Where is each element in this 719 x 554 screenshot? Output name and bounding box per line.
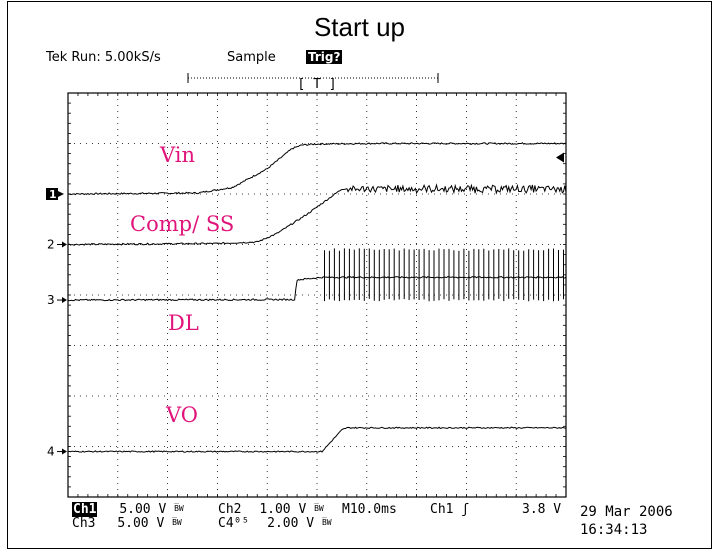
marker-1-arrow bbox=[58, 191, 64, 197]
marker-1-text: 1 bbox=[49, 188, 57, 201]
figure-frame bbox=[7, 1, 712, 549]
ch2-bw: B̅W bbox=[314, 504, 324, 513]
trace-2 bbox=[67, 183, 567, 246]
trigger-status: Trig? bbox=[306, 50, 343, 65]
readout-ch1: Ch1 5.00 V B̅W bbox=[72, 502, 184, 517]
chart-title: Start up bbox=[313, 12, 406, 42]
trace-4 bbox=[67, 426, 567, 453]
capture-date: 29 Mar 2006 bbox=[580, 504, 673, 520]
run-label: Run: 5.00kS/s bbox=[71, 50, 161, 65]
ch2-scale: 1.00 V bbox=[259, 502, 307, 517]
trigger-slope: ʃ bbox=[461, 502, 470, 517]
readout-trigger: Ch1 ʃ bbox=[430, 502, 469, 517]
series-label-1: Vin bbox=[159, 143, 195, 167]
trigger-level-arrow bbox=[556, 152, 564, 163]
trace-1 bbox=[67, 142, 567, 196]
series-label-2: Comp/ SS bbox=[130, 212, 234, 236]
marker-3-text: 3 bbox=[47, 293, 55, 307]
ch4-scale: 2.00 V bbox=[267, 516, 315, 531]
status-bar: Tek Run: 5.00kS/s bbox=[46, 50, 161, 65]
channel-markers: 1 2 3 4 bbox=[46, 152, 564, 459]
trace-3-switching bbox=[324, 248, 564, 302]
marker-1-box bbox=[46, 188, 58, 200]
brand-label: Tek bbox=[46, 50, 68, 65]
graticule bbox=[67, 92, 567, 498]
marker-4-text: 4 bbox=[47, 445, 55, 459]
ch3-label: Ch3 bbox=[72, 516, 96, 531]
marker-4-arrow bbox=[62, 448, 67, 455]
series-label-3: DL bbox=[168, 311, 199, 335]
trace-3 bbox=[68, 275, 567, 302]
series-label-4: VO bbox=[165, 403, 198, 427]
readout-ch4: C4⁰⁵ 2.00 V B̅W bbox=[218, 516, 332, 531]
ch2-label: Ch2 bbox=[218, 502, 242, 517]
ch1-scale: 5.00 V bbox=[119, 502, 167, 517]
ch3-bw: B̅W bbox=[172, 518, 182, 527]
trigger-source: Ch1 bbox=[430, 502, 454, 517]
ch1-badge: Ch1 bbox=[72, 502, 98, 517]
readout-ch3: Ch3 5.00 V B̅W bbox=[72, 516, 182, 531]
trigger-level: 3.8 V bbox=[522, 502, 562, 517]
capture-time: 16:34:13 bbox=[580, 522, 648, 538]
readout-timebase: M10.0ms bbox=[342, 502, 397, 517]
ch3-scale: 5.00 V bbox=[117, 516, 165, 531]
marker-2-arrow bbox=[62, 241, 67, 248]
trigger-position-bar: [ T ] bbox=[187, 73, 439, 92]
ch4-bw: B̅W bbox=[321, 518, 332, 527]
acq-mode: Sample bbox=[227, 50, 276, 65]
marker-2-text: 2 bbox=[47, 238, 55, 252]
readout-ch2: Ch2 1.00 V B̅W bbox=[218, 502, 324, 517]
ch4-label: C4⁰⁵ bbox=[218, 516, 250, 531]
series-labels: Vin Comp/ SS DL VO bbox=[130, 143, 234, 427]
traces bbox=[67, 142, 567, 453]
ch1-bw: B̅W bbox=[174, 504, 184, 513]
marker-3-arrow bbox=[62, 297, 67, 304]
trigger-status-badge: Trig? bbox=[306, 50, 343, 64]
trigger-position-label: [ T ] bbox=[297, 77, 336, 92]
